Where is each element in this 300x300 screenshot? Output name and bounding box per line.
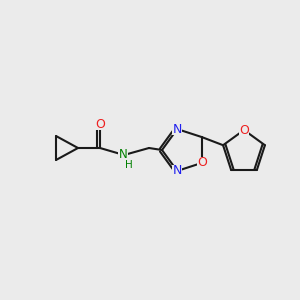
Text: O: O [197,156,207,170]
Text: N: N [172,123,182,136]
Bar [172,124,182,135]
Text: O: O [95,118,105,130]
Text: N: N [172,164,182,177]
Text: O: O [239,124,249,136]
Text: N: N [118,148,127,161]
Bar [197,158,207,168]
Bar [95,118,105,130]
Bar [172,165,182,176]
Bar [239,124,249,136]
Bar [124,160,134,169]
Text: H: H [125,160,133,170]
Bar [118,150,128,160]
